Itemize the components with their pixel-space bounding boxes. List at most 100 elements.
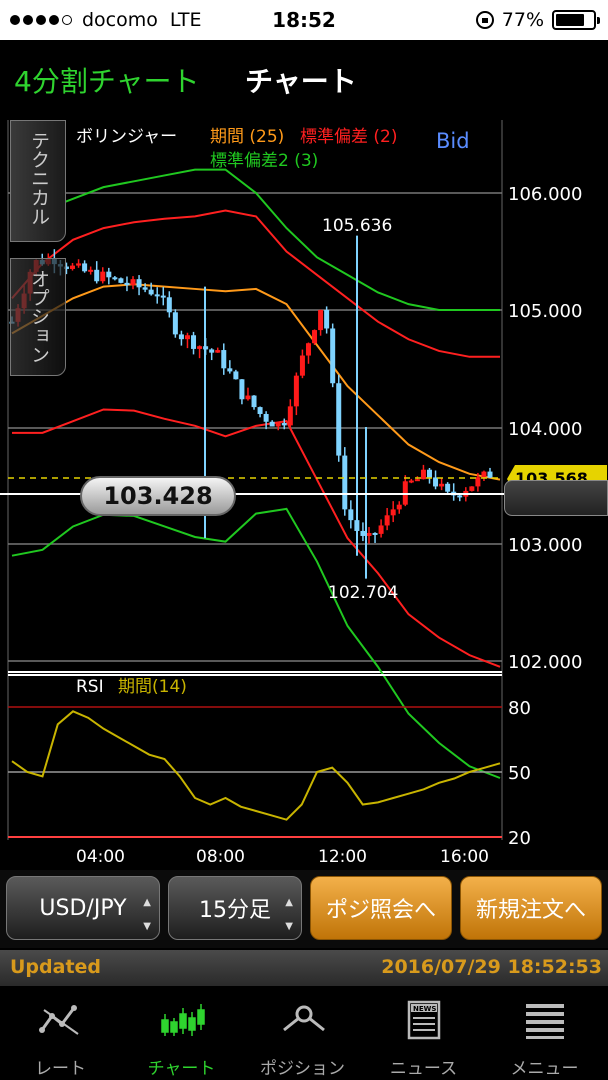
nav-news-label: ニュース bbox=[389, 1059, 458, 1079]
candle-body bbox=[445, 483, 451, 492]
battery-percent: 77% bbox=[501, 9, 544, 31]
technical-tab[interactable]: テクニカル bbox=[10, 120, 66, 242]
news-icon: NEWS bbox=[407, 1000, 441, 1040]
timeframe-value: 15分足 bbox=[199, 898, 271, 923]
spinner-arrows-icon: ▲ ▼ bbox=[285, 897, 293, 932]
right-drawer-tab[interactable] bbox=[504, 480, 608, 516]
bb-upper-line-1 bbox=[11, 209, 500, 358]
candle-body bbox=[457, 495, 463, 498]
candle-body bbox=[281, 423, 287, 426]
news-icon-text: NEWS bbox=[413, 1005, 436, 1013]
candle-body bbox=[305, 343, 311, 356]
y-label-105: 105.000 bbox=[508, 301, 582, 322]
candle-body bbox=[100, 271, 106, 282]
candle-body bbox=[263, 413, 269, 422]
candle-body bbox=[233, 371, 239, 380]
candle-body bbox=[148, 289, 154, 295]
updated-timestamp: 2016/07/29 18:52:53 bbox=[381, 956, 602, 978]
tab-4chart[interactable]: 4分割チャート bbox=[14, 65, 200, 98]
rsi-level-50: 50 bbox=[508, 763, 531, 784]
legend-period: 期間 (25) bbox=[210, 127, 284, 147]
candle-body bbox=[76, 263, 82, 266]
candle-body bbox=[130, 279, 136, 286]
header: 4分割チャート チャート bbox=[0, 40, 608, 120]
legend-sd2: 標準偏差2 (3) bbox=[210, 151, 318, 171]
candle-body bbox=[88, 269, 94, 272]
chart-area[interactable]: 106.000 105.000 104.000 103.000 102.000 … bbox=[0, 120, 608, 870]
y-label-106: 106.000 bbox=[508, 184, 582, 205]
candle-body bbox=[172, 312, 178, 335]
candle-body bbox=[154, 294, 160, 297]
candle-body bbox=[209, 349, 215, 353]
candle-body bbox=[426, 469, 432, 478]
legend-name: ボリンジャー bbox=[76, 127, 177, 147]
updated-bar: Updated 2016/07/29 18:52:53 bbox=[0, 950, 608, 986]
nav-rate[interactable]: レート bbox=[0, 988, 121, 1080]
tab-chart[interactable]: チャート bbox=[245, 65, 357, 98]
candle-body bbox=[469, 486, 475, 491]
high-label: 105.636 bbox=[322, 216, 392, 236]
candle-body bbox=[330, 328, 336, 384]
current-price-pill[interactable]: 103.428 bbox=[80, 476, 236, 516]
candle-body bbox=[178, 334, 184, 340]
controls-bar: USD/JPY ▲ ▼ 15分足 ▲ ▼ ポジ照会へ 新規注文へ bbox=[0, 870, 608, 948]
nav-position[interactable]: ポジション bbox=[242, 988, 363, 1080]
candle-body bbox=[372, 532, 378, 535]
positions-button[interactable]: ポジ照会へ bbox=[310, 876, 452, 940]
rsi-period: 期間(14) bbox=[118, 677, 187, 697]
option-tab-label: オプション bbox=[28, 269, 50, 364]
candle-body bbox=[251, 395, 257, 408]
candle-body bbox=[197, 346, 203, 349]
candlesticks bbox=[9, 235, 493, 579]
nav-position-label: ポジション bbox=[260, 1059, 345, 1079]
candle-body bbox=[336, 383, 342, 456]
bb-lower-line-2 bbox=[11, 507, 501, 779]
x-label-0400: 04:00 bbox=[76, 847, 125, 867]
candle-body bbox=[366, 532, 372, 536]
candle-body bbox=[275, 423, 281, 427]
candle-body bbox=[82, 263, 88, 272]
candle-body bbox=[118, 278, 124, 283]
bb-middle-line bbox=[11, 283, 501, 481]
timeframe-select[interactable]: 15分足 ▲ ▼ bbox=[168, 876, 302, 940]
candle-body bbox=[245, 395, 251, 400]
y-label-104: 104.000 bbox=[508, 419, 582, 440]
nav-chart[interactable]: チャート bbox=[121, 988, 242, 1080]
candle-body bbox=[390, 509, 396, 516]
candle-body bbox=[112, 277, 118, 280]
candle-body bbox=[106, 271, 112, 278]
rsi-level-80: 80 bbox=[508, 698, 531, 719]
candle-body bbox=[408, 480, 414, 483]
candle-body bbox=[142, 287, 148, 290]
position-icon bbox=[283, 1005, 325, 1032]
candle-body bbox=[293, 375, 299, 407]
x-label-1600: 16:00 bbox=[440, 847, 489, 867]
nav-menu[interactable]: メニュー bbox=[484, 988, 605, 1080]
candle-body bbox=[239, 379, 245, 400]
candle-body bbox=[318, 309, 324, 331]
candle-body bbox=[70, 265, 76, 269]
nav-news[interactable]: NEWS ニュース bbox=[363, 988, 484, 1080]
candle-body bbox=[414, 479, 420, 482]
candle-body bbox=[348, 509, 354, 521]
candle-body bbox=[215, 350, 221, 353]
candle-body bbox=[487, 471, 493, 478]
candle-body bbox=[312, 330, 318, 344]
bid-label: Bid bbox=[436, 129, 470, 153]
candle-body bbox=[257, 407, 263, 414]
candle-body bbox=[94, 269, 100, 282]
candle-body bbox=[269, 421, 275, 427]
candle-body bbox=[299, 355, 305, 376]
candle-body bbox=[136, 279, 142, 288]
new-order-button[interactable]: 新規注文へ bbox=[460, 876, 602, 940]
currency-pair-select[interactable]: USD/JPY ▲ ▼ bbox=[6, 876, 160, 940]
x-label-1200: 12:00 bbox=[318, 847, 367, 867]
nav-menu-label: メニュー bbox=[510, 1059, 579, 1079]
clock: 18:52 bbox=[272, 8, 336, 32]
candle-body bbox=[287, 406, 293, 426]
candle-body bbox=[227, 368, 233, 372]
candle-body bbox=[402, 481, 408, 505]
candle-body bbox=[420, 469, 426, 480]
option-tab[interactable]: オプション bbox=[10, 258, 66, 376]
legend-sd: 標準偏差 (2) bbox=[300, 127, 397, 147]
